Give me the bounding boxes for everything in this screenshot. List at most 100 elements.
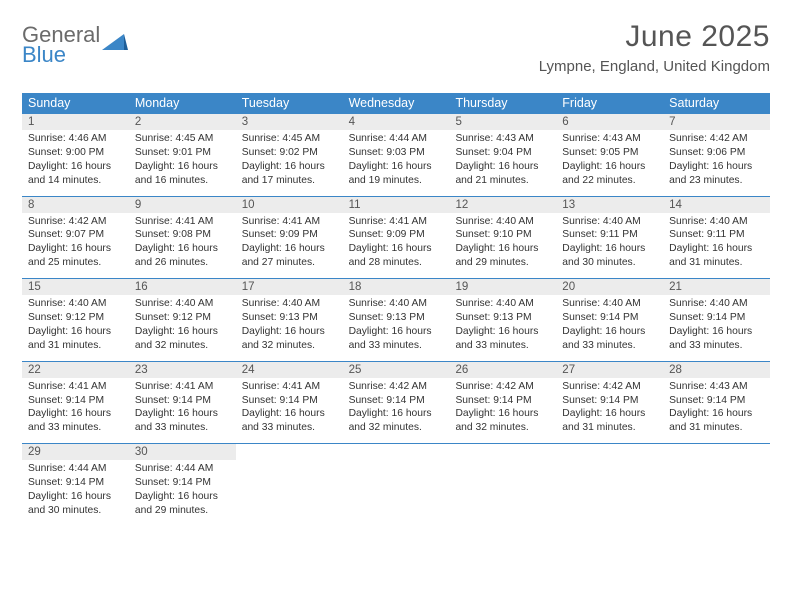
calendar-cell: 13Sunrise: 4:40 AMSunset: 9:11 PMDayligh… (556, 197, 663, 279)
calendar-cell: .. (343, 444, 450, 526)
calendar-cell: 15Sunrise: 4:40 AMSunset: 9:12 PMDayligh… (22, 279, 129, 361)
day-details: Sunrise: 4:44 AMSunset: 9:14 PMDaylight:… (129, 460, 236, 526)
day-details: Sunrise: 4:40 AMSunset: 9:13 PMDaylight:… (236, 295, 343, 361)
week-row: 1Sunrise: 4:46 AMSunset: 9:00 PMDaylight… (22, 114, 770, 197)
day-number: 23 (129, 362, 236, 378)
day-header-thursday: Thursday (449, 93, 556, 114)
day-header-tuesday: Tuesday (236, 93, 343, 114)
calendar-cell: 16Sunrise: 4:40 AMSunset: 9:12 PMDayligh… (129, 279, 236, 361)
day-number: 11 (343, 197, 450, 213)
calendar-cell: 30Sunrise: 4:44 AMSunset: 9:14 PMDayligh… (129, 444, 236, 526)
day-number: 18 (343, 279, 450, 295)
day-details: Sunrise: 4:43 AMSunset: 9:14 PMDaylight:… (663, 378, 770, 444)
day-details: Sunrise: 4:40 AMSunset: 9:11 PMDaylight:… (556, 213, 663, 279)
title-block: June 2025 Lympne, England, United Kingdo… (539, 20, 770, 75)
calendar-cell: 24Sunrise: 4:41 AMSunset: 9:14 PMDayligh… (236, 362, 343, 444)
calendar-cell: 7Sunrise: 4:42 AMSunset: 9:06 PMDaylight… (663, 114, 770, 196)
day-number: 3 (236, 114, 343, 130)
day-number: 15 (22, 279, 129, 295)
day-header-monday: Monday (129, 93, 236, 114)
calendar-cell: 20Sunrise: 4:40 AMSunset: 9:14 PMDayligh… (556, 279, 663, 361)
week-row: 29Sunrise: 4:44 AMSunset: 9:14 PMDayligh… (22, 444, 770, 526)
day-details: Sunrise: 4:40 AMSunset: 9:11 PMDaylight:… (663, 213, 770, 279)
week-row: 8Sunrise: 4:42 AMSunset: 9:07 PMDaylight… (22, 197, 770, 280)
day-details: Sunrise: 4:44 AMSunset: 9:14 PMDaylight:… (22, 460, 129, 526)
calendar-cell: 12Sunrise: 4:40 AMSunset: 9:10 PMDayligh… (449, 197, 556, 279)
day-details: Sunrise: 4:42 AMSunset: 9:14 PMDaylight:… (343, 378, 450, 444)
day-number: 2 (129, 114, 236, 130)
logo-triangle-icon (102, 32, 128, 52)
location-subtitle: Lympne, England, United Kingdom (539, 58, 770, 75)
day-number: 20 (556, 279, 663, 295)
day-details: Sunrise: 4:40 AMSunset: 9:12 PMDaylight:… (129, 295, 236, 361)
day-number: 16 (129, 279, 236, 295)
calendar-cell: 27Sunrise: 4:42 AMSunset: 9:14 PMDayligh… (556, 362, 663, 444)
day-details: Sunrise: 4:42 AMSunset: 9:06 PMDaylight:… (663, 130, 770, 196)
day-details: Sunrise: 4:40 AMSunset: 9:10 PMDaylight:… (449, 213, 556, 279)
day-details: Sunrise: 4:40 AMSunset: 9:13 PMDaylight:… (343, 295, 450, 361)
day-details: Sunrise: 4:40 AMSunset: 9:13 PMDaylight:… (449, 295, 556, 361)
day-details: Sunrise: 4:40 AMSunset: 9:12 PMDaylight:… (22, 295, 129, 361)
day-number: 30 (129, 444, 236, 460)
calendar-cell: 10Sunrise: 4:41 AMSunset: 9:09 PMDayligh… (236, 197, 343, 279)
day-details: Sunrise: 4:41 AMSunset: 9:14 PMDaylight:… (22, 378, 129, 444)
calendar: SundayMondayTuesdayWednesdayThursdayFrid… (22, 93, 770, 526)
day-number: 29 (22, 444, 129, 460)
calendar-cell: .. (449, 444, 556, 526)
day-details: Sunrise: 4:42 AMSunset: 9:07 PMDaylight:… (22, 213, 129, 279)
day-header-friday: Friday (556, 93, 663, 114)
week-row: 15Sunrise: 4:40 AMSunset: 9:12 PMDayligh… (22, 279, 770, 362)
day-number: 21 (663, 279, 770, 295)
header: General Blue June 2025 Lympne, England, … (22, 20, 770, 75)
day-details: Sunrise: 4:41 AMSunset: 9:14 PMDaylight:… (129, 378, 236, 444)
day-number: 13 (556, 197, 663, 213)
calendar-cell: 21Sunrise: 4:40 AMSunset: 9:14 PMDayligh… (663, 279, 770, 361)
calendar-cell: 25Sunrise: 4:42 AMSunset: 9:14 PMDayligh… (343, 362, 450, 444)
calendar-cell: 26Sunrise: 4:42 AMSunset: 9:14 PMDayligh… (449, 362, 556, 444)
day-details: Sunrise: 4:46 AMSunset: 9:00 PMDaylight:… (22, 130, 129, 196)
day-number: 14 (663, 197, 770, 213)
day-details: Sunrise: 4:45 AMSunset: 9:01 PMDaylight:… (129, 130, 236, 196)
logo-word-bottom: Blue (22, 44, 100, 66)
calendar-cell: .. (663, 444, 770, 526)
day-number: 27 (556, 362, 663, 378)
day-number: 7 (663, 114, 770, 130)
calendar-cell: 1Sunrise: 4:46 AMSunset: 9:00 PMDaylight… (22, 114, 129, 196)
day-number: 28 (663, 362, 770, 378)
calendar-cell: 3Sunrise: 4:45 AMSunset: 9:02 PMDaylight… (236, 114, 343, 196)
day-details: Sunrise: 4:41 AMSunset: 9:09 PMDaylight:… (343, 213, 450, 279)
day-number: 22 (22, 362, 129, 378)
calendar-cell: 14Sunrise: 4:40 AMSunset: 9:11 PMDayligh… (663, 197, 770, 279)
calendar-cell: 22Sunrise: 4:41 AMSunset: 9:14 PMDayligh… (22, 362, 129, 444)
calendar-cell: .. (556, 444, 663, 526)
page-title: June 2025 (539, 20, 770, 54)
week-row: 22Sunrise: 4:41 AMSunset: 9:14 PMDayligh… (22, 362, 770, 445)
calendar-cell: 8Sunrise: 4:42 AMSunset: 9:07 PMDaylight… (22, 197, 129, 279)
calendar-cell: 6Sunrise: 4:43 AMSunset: 9:05 PMDaylight… (556, 114, 663, 196)
calendar-cell: 11Sunrise: 4:41 AMSunset: 9:09 PMDayligh… (343, 197, 450, 279)
day-details: Sunrise: 4:45 AMSunset: 9:02 PMDaylight:… (236, 130, 343, 196)
day-header-row: SundayMondayTuesdayWednesdayThursdayFrid… (22, 93, 770, 114)
day-details: Sunrise: 4:43 AMSunset: 9:05 PMDaylight:… (556, 130, 663, 196)
day-number: 12 (449, 197, 556, 213)
day-details: Sunrise: 4:41 AMSunset: 9:09 PMDaylight:… (236, 213, 343, 279)
calendar-cell: 9Sunrise: 4:41 AMSunset: 9:08 PMDaylight… (129, 197, 236, 279)
logo-text: General Blue (22, 24, 100, 66)
day-details: Sunrise: 4:42 AMSunset: 9:14 PMDaylight:… (556, 378, 663, 444)
day-header-sunday: Sunday (22, 93, 129, 114)
calendar-cell: 2Sunrise: 4:45 AMSunset: 9:01 PMDaylight… (129, 114, 236, 196)
day-number: 1 (22, 114, 129, 130)
day-number: 9 (129, 197, 236, 213)
day-number: 5 (449, 114, 556, 130)
day-number: 4 (343, 114, 450, 130)
calendar-cell: .. (236, 444, 343, 526)
day-number: 26 (449, 362, 556, 378)
calendar-cell: 29Sunrise: 4:44 AMSunset: 9:14 PMDayligh… (22, 444, 129, 526)
calendar-cell: 28Sunrise: 4:43 AMSunset: 9:14 PMDayligh… (663, 362, 770, 444)
day-details: Sunrise: 4:40 AMSunset: 9:14 PMDaylight:… (663, 295, 770, 361)
day-header-wednesday: Wednesday (343, 93, 450, 114)
day-details: Sunrise: 4:41 AMSunset: 9:08 PMDaylight:… (129, 213, 236, 279)
calendar-cell: 5Sunrise: 4:43 AMSunset: 9:04 PMDaylight… (449, 114, 556, 196)
calendar-cell: 4Sunrise: 4:44 AMSunset: 9:03 PMDaylight… (343, 114, 450, 196)
day-number: 10 (236, 197, 343, 213)
